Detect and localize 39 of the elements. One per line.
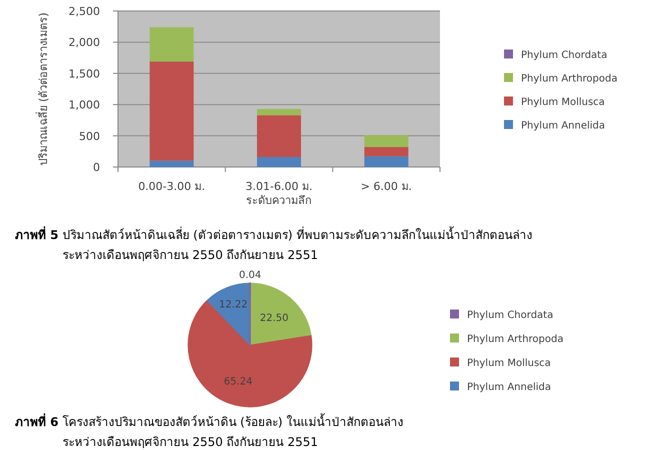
- y-tick-label: 500: [79, 130, 100, 143]
- y-tick-label: 2,500: [68, 5, 100, 18]
- pie-slice: [206, 282, 250, 346]
- x-tick-label: > 6.00 ม.: [360, 180, 412, 193]
- y-tick-label: 1,500: [68, 67, 100, 80]
- y-tick-label: 1,000: [68, 98, 100, 112]
- bar: [364, 135, 408, 148]
- legend-label: Phylum Arthropoda: [521, 74, 618, 84]
- bar: [150, 160, 194, 167]
- x-axis-title: ระดับความลึก: [246, 194, 312, 207]
- legend-label: Phylum Mollusca: [467, 358, 551, 369]
- legend-label: Phylum Chordata: [521, 50, 608, 61]
- data-label: 0.04: [238, 270, 262, 281]
- bar: [256, 115, 302, 158]
- text: ภาพที่ 6 โครงสร้างปริมาณของสัตว์หน้าดิน (ร้อยละ) ในแม่น้ำป่าสักตอนล่าง: [15, 413, 404, 429]
- bar: [150, 27, 194, 62]
- y-tick-label: 2,000: [68, 36, 100, 50]
- legend-label: Phylum Mollusca: [521, 97, 605, 108]
- x-tick-label: 0.00-3.00 ม.: [138, 180, 206, 193]
- pie-slice: [188, 300, 312, 408]
- data-label: 22.50: [260, 312, 289, 324]
- text: ระหว่างเดือนพฤศจิกายน 2550 ถึงกันยายน 2551: [62, 435, 318, 449]
- legend-label: Phylum Arthropoda: [467, 334, 564, 345]
- legend-label: Phylum Annelida: [521, 120, 606, 132]
- legend-label: Phylum Annelida: [467, 382, 552, 393]
- bar: [364, 147, 408, 156]
- bar: [150, 62, 194, 161]
- bar: [256, 108, 302, 116]
- text: ภาพที่ 5 ปริมาณสัตว์หน้าดินเฉลี่ย (ตัวต่อตารางเมตร) ที่พบตามระดับความลึกในแม่น้ำป่าสักตอนล่าง: [15, 226, 532, 242]
- x-tick-label: 3.01-6.00 ม.: [246, 180, 312, 193]
- pie-slice: [250, 282, 312, 346]
- bar: [364, 156, 408, 167]
- data-label: 12.22: [218, 300, 248, 311]
- y-tick-label: 0: [93, 161, 100, 174]
- data-label: 65.24: [224, 376, 252, 388]
- y-axis-title: ปริมาณเฉลี่ย (ตัวต่อตารางเมตร): [35, 12, 50, 166]
- legend-label: Phylum Chordata: [467, 310, 554, 321]
- bar: [256, 157, 302, 167]
- text: ระหว่างเดือนพฤศจิกายน 2550 ถึงกันยายน 2551: [62, 248, 318, 262]
